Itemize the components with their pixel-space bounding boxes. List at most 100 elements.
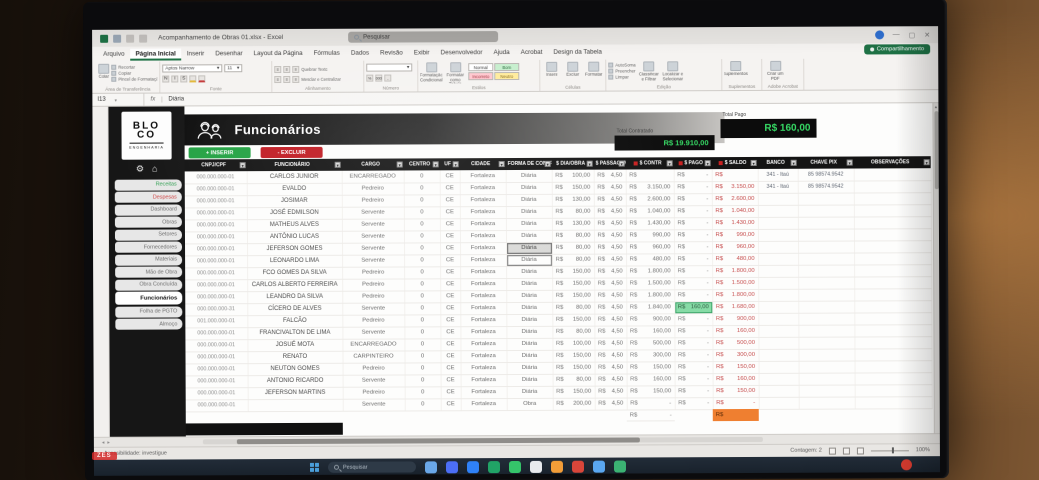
cell-cidade[interactable]: Fortaleza [459,218,506,231]
cell-saldo[interactable]: R$ 960,00 [712,240,759,254]
cell-nome[interactable]: FCO GOMES DA SILVA [247,266,343,280]
filter-icon[interactable]: ▾ [666,160,673,167]
cell-saldo[interactable]: R$ - [712,396,759,410]
cell-cargo[interactable]: Pedreiro [342,314,405,327]
cell-contr[interactable]: R$ [625,169,674,182]
cell-saldo[interactable]: R$ 990,00 [711,228,759,242]
cell-pix[interactable] [798,396,855,409]
cell-cpf[interactable]: 000.000.000-01 [185,327,248,340]
cell-contr[interactable]: R$ 1.430,00 [625,217,674,230]
cell-forma[interactable]: Diária [506,361,553,375]
ribbon-button-criar-um-pdf[interactable]: Criar um PDF [764,60,786,81]
cell-uf[interactable]: CE [440,398,461,411]
cell-cpf[interactable]: 000.000.000-01 [185,375,248,388]
cell-nome[interactable] [247,398,343,412]
filter-icon[interactable]: ▾ [704,160,711,167]
cell-dia[interactable]: R$ 150,00 [552,313,595,326]
cell-pago[interactable]: R$ - [674,265,713,278]
cell-passagem[interactable]: R$ 4,50 [594,361,627,374]
close-button[interactable]: ✕ [924,31,931,39]
undo-icon[interactable] [126,34,135,43]
cell-nome[interactable]: CÍCERO DE ALVES [247,302,343,316]
cell-pix[interactable] [798,312,855,325]
cell-cargo[interactable]: Servente [341,206,404,219]
cell-centro[interactable]: 0 [404,350,441,363]
scroll-up-icon[interactable]: ▲ [933,104,938,110]
cell-pago[interactable]: R$ - [674,253,713,266]
column-header-cidade[interactable]: CIDADE ▾ [459,158,506,171]
cell-pix[interactable] [798,360,855,373]
cell-uf[interactable]: CE [440,338,461,351]
tab-formulas[interactable]: Fórmulas [313,49,340,57]
cell-forma[interactable]: Diária [505,205,552,219]
cell-dia[interactable]: R$ 130,00 [551,217,594,230]
cell-pix[interactable] [798,348,855,361]
cell-nome[interactable]: JOSIMAR [246,194,342,208]
align-icon[interactable]: ≡ [274,66,282,74]
cell-pix[interactable] [798,336,855,349]
column-header-passagem[interactable]: $ PASSAGEM ▾ [593,157,626,170]
cell-saldo[interactable]: R$ 3.150,00 [711,180,758,194]
cell-contr[interactable]: R$ 2.600,00 [625,193,674,206]
cell-obs[interactable] [854,336,932,349]
name-box-dropdown-icon[interactable]: ▼ [113,97,118,103]
cell-pix[interactable] [797,216,854,229]
cell-banco[interactable] [758,276,799,289]
cell-uf[interactable]: CE [439,182,460,195]
cell-dia[interactable]: R$ 150,00 [552,361,595,374]
cell-centro[interactable]: 0 [404,386,441,399]
cell-pago[interactable]: R$ - [673,193,712,206]
sidebar-item-almoco[interactable]: Almoço [115,318,183,330]
app-icon[interactable] [466,460,480,473]
cell-banco[interactable] [758,396,799,409]
horizontal-scroll-thumb[interactable] [236,437,640,445]
number-format-select[interactable]: ▾ [366,63,413,72]
cell-obs[interactable] [854,264,932,277]
cell-contr[interactable]: R$ 1.800,00 [626,265,675,278]
cell-cargo[interactable]: Servente [341,218,404,231]
filter-icon[interactable]: ▾ [544,160,551,167]
cell-passagem[interactable]: R$ 4,50 [594,253,627,266]
cell-passagem[interactable]: R$ 4,50 [594,301,627,314]
cell-dia[interactable]: R$ 200,00 [552,397,595,410]
font-name-select[interactable]: Aptos Narrow ▾ [162,64,223,73]
cell-banco[interactable] [757,228,799,241]
column-header-contr[interactable]: $ CONTR ▾ [625,157,674,170]
cell-forma[interactable]: Diária [506,313,553,327]
cell-nome[interactable]: NEUTON GOMES [247,362,343,376]
cell-obs[interactable] [854,312,932,325]
cell-dia[interactable]: R$ 150,00 [552,349,595,362]
cell-pago[interactable]: R$ - [673,169,712,182]
ribbon-button-colar[interactable]: Colar [98,63,110,80]
cell-passagem[interactable]: R$ 4,50 [594,313,627,326]
ribbon-button-preencher[interactable]: Preencher [608,68,636,74]
cell-cidade[interactable]: Fortaleza [460,338,507,351]
cell-dia[interactable]: R$ 80,00 [552,373,595,386]
cell-centro[interactable]: 0 [404,374,441,387]
cell-centro[interactable]: 0 [404,254,441,267]
cell-pago[interactable]: R$ - [674,313,713,326]
cell-pago[interactable]: R$ - [674,397,713,410]
filter-icon[interactable]: ▾ [923,159,930,166]
vertical-scroll-thumb[interactable] [934,111,939,190]
cell-cpf[interactable]: 000.000.000-01 [184,171,247,184]
save-icon[interactable] [113,34,122,43]
tab-layout-da-pagina[interactable]: Layout da Página [253,49,303,58]
cell-centro[interactable]: 0 [404,314,441,327]
cell-pago[interactable]: R$ - [673,205,712,218]
cell-passagem[interactable]: R$ 4,50 [594,325,627,338]
cell-uf[interactable]: CE [439,170,460,183]
cell-cargo[interactable]: Servente [342,374,405,387]
cell-pix[interactable] [798,384,855,397]
cell-contr[interactable]: R$ 150,00 [626,361,675,374]
cell-pix[interactable] [798,252,855,265]
cell-pago[interactable]: R$ - [673,217,712,230]
sidebar-item-funcionarios[interactable]: Funcionários [115,291,183,305]
cell-contr[interactable]: R$ 1.800,00 [626,289,675,302]
cell-banco[interactable] [758,240,799,253]
cell-cargo[interactable]: Servente [342,242,405,255]
tab-revisao[interactable]: Revisão [380,49,403,57]
cell-pago[interactable]: R$ - [674,277,713,290]
sheet-nav-right-icon[interactable]: ▸ [107,439,110,446]
cell-passagem[interactable]: R$ 4,50 [593,181,626,194]
